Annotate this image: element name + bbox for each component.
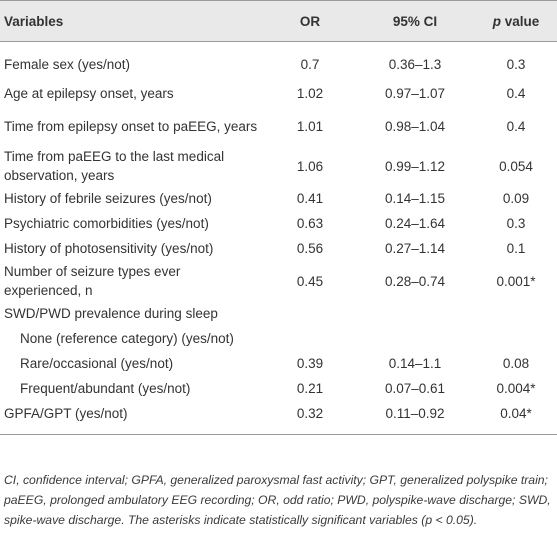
table-header-row: Variables OR 95% CI p value (0, 0, 557, 42)
p-cell: 0.3 (506, 216, 526, 231)
p-cell: 0.004* (496, 381, 536, 396)
or-cell: 0.45 (296, 273, 324, 289)
table-row: None (reference category) (yes/not) (0, 326, 557, 351)
variable-cell: History of photosensitivity (yes/not) (4, 241, 214, 256)
variable-cell: None (reference category) (yes/not) (20, 331, 234, 346)
table-row: History of febrile seizures (yes/not) 0.… (0, 186, 557, 211)
p-cell (475, 301, 557, 326)
or-cell: 0.21 (296, 381, 324, 396)
header-p-italic: p (492, 13, 501, 29)
header-p-value: p value (475, 0, 557, 42)
or-cell: 1.06 (296, 158, 324, 174)
p-cell: 0.4 (506, 118, 526, 134)
ci-cell (355, 301, 475, 326)
table-row: Female sex (yes/not) 0.7 0.36–1.3 0.3 (0, 42, 557, 82)
p-cell: 0.001* (496, 273, 536, 289)
variable-cell: Psychiatric comorbidities (yes/not) (4, 216, 209, 231)
variable-cell: Rare/occasional (yes/not) (20, 356, 174, 371)
ci-cell: 0.14–1.15 (384, 191, 446, 206)
variable-cell: Female sex (yes/not) (4, 57, 131, 72)
variable-cell: Frequent/abundant (yes/not) (20, 381, 191, 396)
p-cell: 0.08 (502, 356, 530, 371)
or-cell: 0.7 (300, 57, 320, 72)
variable-cell: Time from epilepsy onset to paEEG, years (4, 118, 258, 134)
p-cell (475, 326, 557, 351)
ci-cell: 0.24–1.64 (384, 216, 446, 231)
header-ci: 95% CI (355, 0, 475, 42)
p-cell: 0.09 (502, 191, 530, 206)
ci-cell (355, 326, 475, 351)
table-row: Psychiatric comorbidities (yes/not) 0.63… (0, 211, 557, 236)
ci-cell: 0.98–1.04 (384, 118, 446, 134)
variable-cell: SWD/PWD prevalence during sleep (4, 306, 218, 321)
or-cell: 1.01 (296, 118, 324, 134)
table-row: Frequent/abundant (yes/not) 0.21 0.07–0.… (0, 376, 557, 401)
ci-cell: 0.11–0.92 (355, 401, 475, 435)
table-row: Age at epilepsy onset, years 1.02 0.97–1… (0, 81, 557, 106)
table-row: Rare/occasional (yes/not) 0.39 0.14–1.1 … (0, 351, 557, 376)
ci-cell: 0.14–1.1 (388, 356, 442, 371)
p-cell: 0.3 (506, 57, 526, 72)
ci-cell: 0.97–1.07 (384, 86, 446, 101)
variable-cell: Number of seizure types ever experienced… (4, 264, 181, 298)
or-cell (265, 301, 355, 326)
table-row: Number of seizure types ever experienced… (0, 261, 557, 301)
table-row: SWD/PWD prevalence during sleep (0, 301, 557, 326)
results-table: Variables OR 95% CI p value Female sex (… (0, 0, 557, 435)
variable-cell: History of febrile seizures (yes/not) (4, 191, 212, 206)
header-p-rest: value (500, 13, 540, 29)
table-row: GPFA/GPT (yes/not) 0.32 0.11–0.92 0.04* (0, 401, 557, 435)
variable-cell: Time from paEEG to the last medical obse… (4, 149, 225, 183)
header-or: OR (265, 0, 355, 42)
p-cell: 0.04* (475, 401, 557, 435)
or-cell: 0.56 (296, 241, 324, 256)
ci-cell: 0.99–1.12 (384, 158, 446, 174)
p-cell: 0.054 (499, 158, 533, 174)
table-row: Time from paEEG to the last medical obse… (0, 146, 557, 186)
p-cell: 0.4 (506, 86, 526, 101)
ci-cell: 0.07–0.61 (384, 381, 446, 396)
variable-cell: GPFA/GPT (yes/not) (0, 401, 265, 435)
or-cell (265, 326, 355, 351)
or-cell: 0.39 (296, 356, 324, 371)
ci-cell: 0.36–1.3 (388, 57, 442, 72)
variable-cell: Age at epilepsy onset, years (4, 86, 174, 101)
p-cell: 0.1 (506, 241, 526, 256)
or-cell: 0.32 (265, 401, 355, 435)
ci-cell: 0.27–1.14 (384, 241, 446, 256)
header-variables: Variables (0, 0, 265, 42)
ci-cell: 0.28–0.74 (384, 273, 446, 289)
table-row: History of photosensitivity (yes/not) 0.… (0, 236, 557, 261)
table-row: Time from epilepsy onset to paEEG, years… (0, 106, 557, 146)
or-cell: 1.02 (296, 86, 324, 101)
table-footnote: CI, confidence interval; GPFA, generaliz… (4, 473, 551, 527)
or-cell: 0.41 (296, 191, 324, 206)
or-cell: 0.63 (296, 216, 324, 231)
